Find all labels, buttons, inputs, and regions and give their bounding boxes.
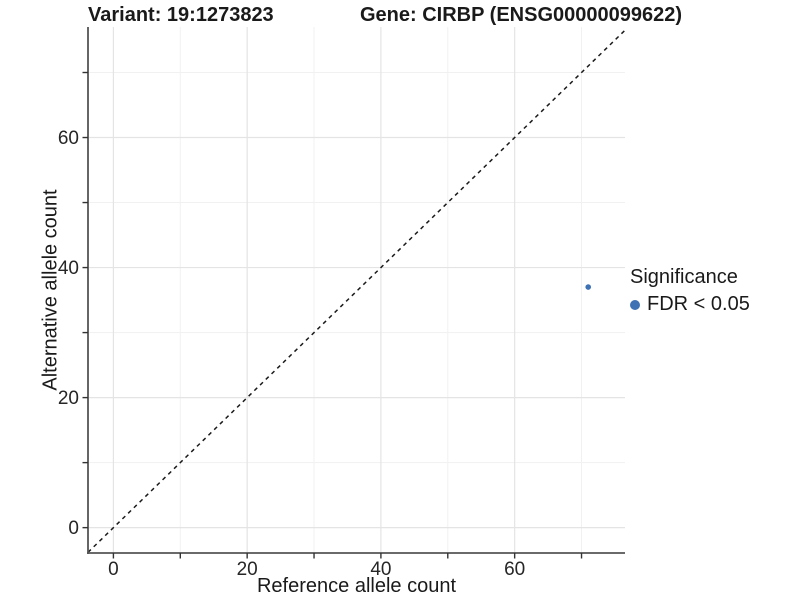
y-axis-title: Alternative allele count (39, 189, 62, 391)
y-tick-label: 0 (68, 518, 79, 539)
legend-item-fdr: FDR < 0.05 (630, 293, 750, 316)
y-tick-label: 40 (58, 258, 79, 279)
legend: Significance FDR < 0.05 (630, 266, 750, 316)
x-tick-label: 20 (237, 559, 258, 580)
gene-title: Gene: CIRBP (ENSG00000099622) (360, 4, 683, 26)
y-tick-label: 60 (58, 128, 79, 149)
identity-dashed-line (87, 29, 626, 553)
x-axis-title: Reference allele count (256, 575, 456, 597)
x-tick-label: 40 (370, 559, 391, 580)
y-tick-label: 20 (58, 388, 79, 409)
variant-title: Variant: 19:1273823 (88, 4, 274, 26)
legend-point-icon (630, 299, 640, 310)
data-point (585, 284, 592, 290)
legend-title: Significance (630, 266, 738, 288)
x-tick-label: 0 (108, 559, 119, 580)
x-tick-label: 60 (504, 559, 525, 580)
legend-item-label: FDR < 0.05 (647, 293, 750, 315)
